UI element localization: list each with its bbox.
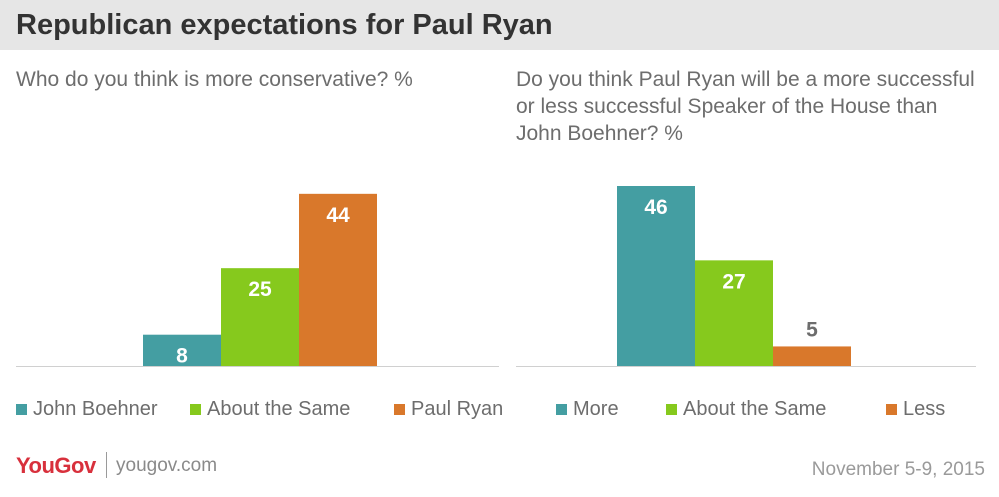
chart-1-value-label-1: 8 bbox=[176, 345, 188, 368]
legend-swatch bbox=[666, 404, 677, 415]
legend-swatch bbox=[394, 404, 405, 415]
legend-label: About the Same bbox=[207, 398, 351, 420]
chart-2-legend-item-2: About the Same bbox=[666, 398, 826, 421]
chart-1-legend-item-2: About the Same bbox=[190, 398, 350, 421]
legend-label: John Boehner bbox=[33, 398, 158, 420]
legend-label: More bbox=[573, 398, 619, 420]
chart-2-value-label-3: 5 bbox=[806, 318, 818, 341]
chart-2-question: Do you think Paul Ryan will be a more su… bbox=[516, 68, 975, 145]
chart-1-legend: John Boehner About the Same Paul Ryan bbox=[16, 398, 506, 426]
chart-1-value-label-2: 25 bbox=[248, 278, 272, 301]
yougov-logo: YouGov bbox=[16, 453, 96, 478]
legend-swatch bbox=[16, 404, 27, 415]
legend-label: Less bbox=[903, 398, 946, 420]
chart-1-bar-3 bbox=[299, 193, 377, 366]
chart-2-bar-3 bbox=[773, 346, 851, 366]
legend-label: About the Same bbox=[683, 398, 827, 420]
legend-swatch bbox=[190, 404, 201, 415]
chart-1-value-label-3: 44 bbox=[326, 204, 350, 227]
chart-2-legend-item-3: Less bbox=[886, 398, 945, 421]
chart-2-value-label-1: 46 bbox=[644, 196, 667, 219]
page-title: Republican expectations for Paul Ryan bbox=[16, 9, 553, 41]
chart-2-legend-item-1: More bbox=[556, 398, 619, 421]
legend-swatch bbox=[886, 404, 897, 415]
chart-1-legend-item-3: Paul Ryan bbox=[394, 398, 503, 421]
footer-site-link[interactable]: yougov.com bbox=[116, 455, 218, 476]
footer-date: November 5-9, 2015 bbox=[811, 459, 985, 480]
header-bar: Republican expectations for Paul Ryan bbox=[0, 0, 999, 50]
legend-label: Paul Ryan bbox=[411, 398, 504, 420]
chart-1-bar-2 bbox=[221, 268, 299, 366]
legend-swatch bbox=[556, 404, 567, 415]
chart-2-value-label-2: 27 bbox=[722, 270, 745, 293]
chart-2-bar-1 bbox=[617, 186, 695, 366]
chart-2-legend: More About the Same Less bbox=[556, 398, 986, 426]
chart-1-question: Who do you think is more conservative? % bbox=[16, 68, 413, 91]
chart-1-legend-item-1: John Boehner bbox=[16, 398, 158, 421]
chart-1-bar-1 bbox=[143, 334, 221, 366]
footer-separator bbox=[106, 452, 107, 478]
chart-2-bar-2 bbox=[695, 260, 773, 366]
